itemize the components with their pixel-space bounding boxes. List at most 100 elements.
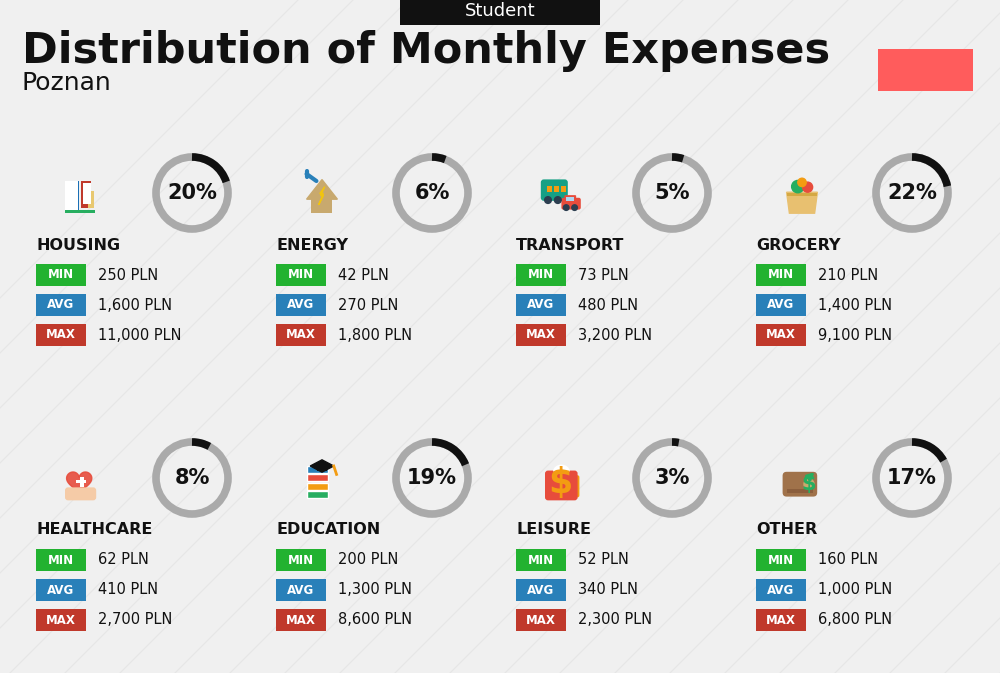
Text: 3%: 3% — [654, 468, 690, 488]
Circle shape — [803, 182, 813, 192]
FancyBboxPatch shape — [400, 0, 600, 25]
FancyBboxPatch shape — [70, 195, 78, 203]
FancyBboxPatch shape — [307, 474, 328, 481]
Text: 6%: 6% — [414, 183, 450, 203]
Text: 1,400 PLN: 1,400 PLN — [818, 297, 892, 312]
Text: AVG: AVG — [287, 299, 315, 312]
Polygon shape — [67, 472, 92, 495]
Text: 270 PLN: 270 PLN — [338, 297, 398, 312]
FancyBboxPatch shape — [76, 480, 86, 483]
FancyBboxPatch shape — [307, 466, 328, 473]
Circle shape — [572, 205, 577, 211]
FancyBboxPatch shape — [516, 549, 566, 571]
Text: 22%: 22% — [887, 183, 937, 203]
Text: 250 PLN: 250 PLN — [98, 267, 158, 283]
FancyBboxPatch shape — [756, 294, 806, 316]
Text: LEISURE: LEISURE — [516, 522, 591, 538]
Text: AVG: AVG — [767, 299, 795, 312]
Text: 62 PLN: 62 PLN — [98, 553, 149, 567]
Text: Poznan: Poznan — [22, 71, 112, 95]
Text: 19%: 19% — [407, 468, 457, 488]
FancyBboxPatch shape — [36, 294, 86, 316]
Text: MAX: MAX — [286, 328, 316, 341]
Text: 8,600 PLN: 8,600 PLN — [338, 612, 412, 627]
FancyBboxPatch shape — [36, 579, 86, 601]
Text: Student: Student — [465, 2, 535, 20]
Text: OTHER: OTHER — [756, 522, 817, 538]
Text: AVG: AVG — [527, 299, 555, 312]
FancyBboxPatch shape — [67, 181, 79, 212]
FancyBboxPatch shape — [787, 193, 817, 197]
FancyBboxPatch shape — [83, 190, 91, 198]
FancyBboxPatch shape — [83, 196, 91, 204]
FancyBboxPatch shape — [307, 491, 328, 498]
Text: MAX: MAX — [766, 614, 796, 627]
FancyBboxPatch shape — [311, 199, 332, 213]
Text: 200 PLN: 200 PLN — [338, 553, 398, 567]
FancyBboxPatch shape — [561, 186, 566, 192]
FancyBboxPatch shape — [516, 579, 566, 601]
Text: HEALTHCARE: HEALTHCARE — [36, 522, 152, 538]
FancyBboxPatch shape — [276, 549, 326, 571]
Polygon shape — [787, 192, 817, 213]
FancyBboxPatch shape — [564, 195, 576, 202]
Text: Distribution of Monthly Expenses: Distribution of Monthly Expenses — [22, 30, 830, 72]
Text: AVG: AVG — [47, 299, 75, 312]
FancyBboxPatch shape — [70, 181, 78, 189]
FancyBboxPatch shape — [516, 264, 566, 286]
FancyBboxPatch shape — [276, 294, 326, 316]
Text: 9,100 PLN: 9,100 PLN — [818, 328, 892, 343]
Text: GROCERY: GROCERY — [756, 238, 840, 252]
Text: 210 PLN: 210 PLN — [818, 267, 878, 283]
Text: MAX: MAX — [46, 614, 76, 627]
Circle shape — [798, 178, 806, 186]
Text: 2,700 PLN: 2,700 PLN — [98, 612, 172, 627]
Circle shape — [554, 197, 561, 203]
FancyBboxPatch shape — [878, 49, 973, 91]
FancyBboxPatch shape — [70, 202, 78, 210]
Circle shape — [792, 180, 804, 192]
FancyBboxPatch shape — [65, 188, 73, 197]
Text: MAX: MAX — [766, 328, 796, 341]
FancyBboxPatch shape — [307, 483, 328, 490]
Text: 73 PLN: 73 PLN — [578, 267, 629, 283]
FancyBboxPatch shape — [65, 487, 96, 500]
FancyBboxPatch shape — [545, 470, 578, 500]
FancyBboxPatch shape — [36, 549, 86, 571]
FancyBboxPatch shape — [561, 475, 579, 497]
Text: MIN: MIN — [528, 269, 554, 281]
Text: MIN: MIN — [768, 553, 794, 567]
FancyBboxPatch shape — [65, 195, 73, 203]
FancyBboxPatch shape — [541, 180, 568, 201]
FancyBboxPatch shape — [516, 324, 566, 346]
Text: AVG: AVG — [527, 583, 555, 596]
FancyBboxPatch shape — [756, 264, 806, 286]
Text: MIN: MIN — [48, 553, 74, 567]
FancyBboxPatch shape — [276, 324, 326, 346]
Text: MIN: MIN — [288, 553, 314, 567]
Text: 1,000 PLN: 1,000 PLN — [818, 583, 892, 598]
Text: MAX: MAX — [286, 614, 316, 627]
Text: MAX: MAX — [526, 328, 556, 341]
Text: $: $ — [802, 474, 816, 494]
Text: 1,800 PLN: 1,800 PLN — [338, 328, 412, 343]
Text: 2,300 PLN: 2,300 PLN — [578, 612, 652, 627]
FancyBboxPatch shape — [65, 202, 73, 210]
FancyBboxPatch shape — [566, 197, 574, 201]
FancyBboxPatch shape — [65, 211, 95, 213]
FancyBboxPatch shape — [516, 609, 566, 631]
FancyBboxPatch shape — [317, 466, 327, 471]
Text: 480 PLN: 480 PLN — [578, 297, 638, 312]
Text: AVG: AVG — [287, 583, 315, 596]
Text: 5%: 5% — [654, 183, 690, 203]
FancyBboxPatch shape — [783, 472, 817, 497]
FancyBboxPatch shape — [756, 579, 806, 601]
Text: HOUSING: HOUSING — [36, 238, 120, 252]
FancyBboxPatch shape — [276, 579, 326, 601]
Text: 52 PLN: 52 PLN — [578, 553, 629, 567]
Polygon shape — [310, 460, 334, 472]
FancyBboxPatch shape — [756, 609, 806, 631]
Text: 8%: 8% — [174, 468, 210, 488]
Circle shape — [804, 479, 814, 489]
Text: $: $ — [548, 466, 573, 500]
